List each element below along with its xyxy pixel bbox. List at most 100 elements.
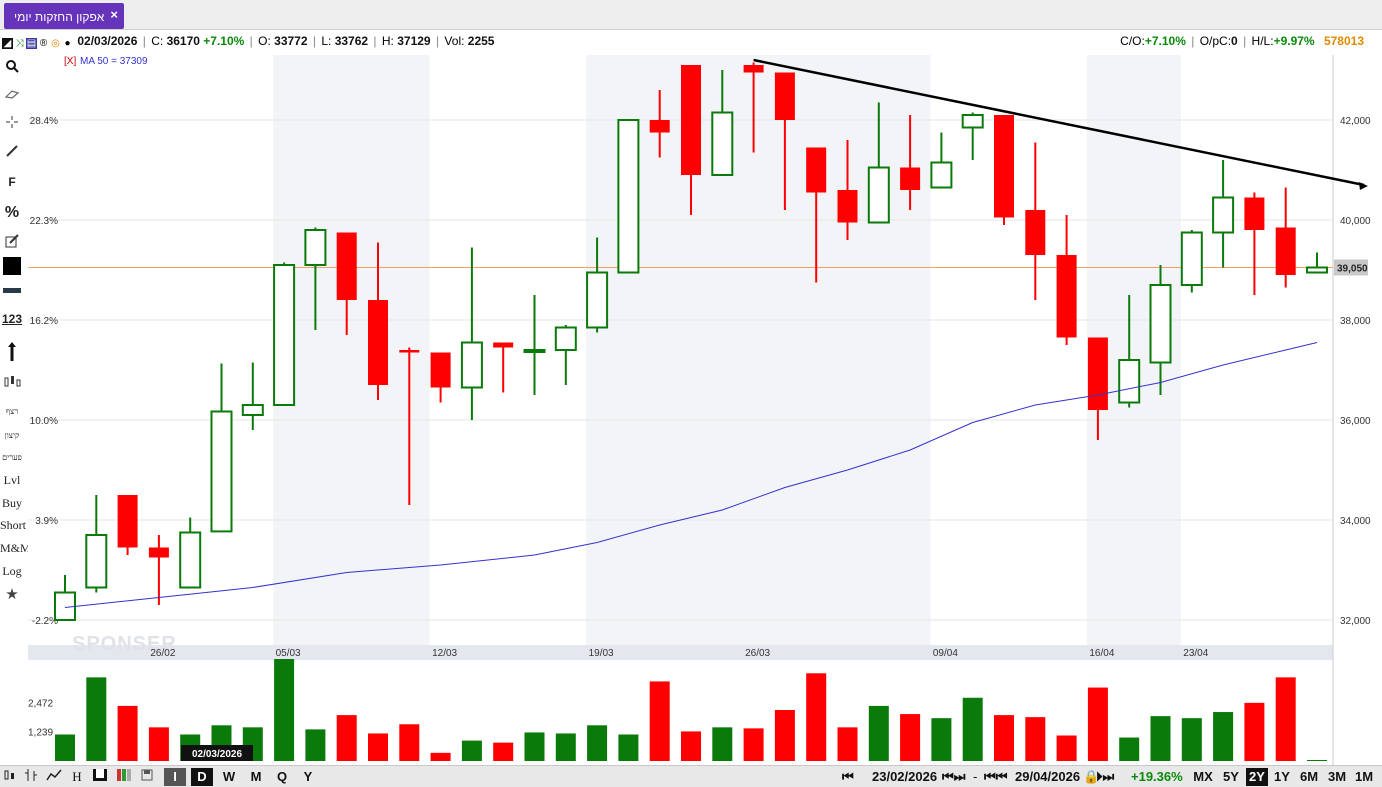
share-icon[interactable]: ⤨: [15, 38, 24, 49]
gaps-tool[interactable]: פערים: [2, 453, 22, 462]
candle-body: [837, 190, 858, 223]
sequence-tool[interactable]: רצף: [5, 407, 19, 416]
registered-icon[interactable]: ®: [39, 38, 48, 49]
candle-down: [1056, 215, 1077, 345]
star-icon[interactable]: ★: [5, 586, 19, 603]
volume-bar: [774, 710, 795, 761]
line-style-icon[interactable]: [44, 768, 64, 786]
candle-up: [617, 119, 640, 274]
period-1y[interactable]: 1Y: [1274, 769, 1290, 784]
close-label: C:: [151, 34, 164, 48]
line-icon[interactable]: [0, 144, 24, 161]
range-end-date[interactable]: 29/04/2026: [1015, 769, 1081, 784]
interval-yearly[interactable]: Y: [303, 769, 313, 784]
volume-bar: [837, 727, 858, 761]
range-end-prev-icon[interactable]: ⏮⏮: [984, 769, 1008, 784]
interval-weekly[interactable]: W: [222, 769, 236, 784]
interval-monthly[interactable]: M: [250, 769, 262, 784]
buy-tool[interactable]: Buy: [1, 496, 22, 510]
volume-bar: [1025, 717, 1046, 761]
extreme-tool[interactable]: קיצון: [4, 431, 20, 440]
volume-bar: [868, 705, 889, 761]
candle-up: [867, 102, 890, 224]
color-bars-icon[interactable]: [114, 768, 134, 786]
candle-body: [586, 271, 609, 329]
comment-icon[interactable]: ●: [64, 38, 71, 49]
period-1m[interactable]: 1M: [1354, 769, 1374, 784]
candle-down: [117, 495, 138, 555]
volume-bar: [712, 727, 733, 761]
area-style-icon[interactable]: [90, 768, 110, 786]
volume-bar: [368, 733, 388, 761]
drawing-toolbar: F % 123 רצף קיצון פערים Lvl Buy Short M&…: [0, 55, 31, 765]
log-scale-tool[interactable]: Log: [2, 564, 22, 578]
short-tool[interactable]: Short: [0, 518, 27, 532]
interval-quarterly[interactable]: Q: [276, 769, 288, 784]
period-6m[interactable]: 6M: [1299, 769, 1319, 784]
period-mx[interactable]: MX: [1193, 769, 1213, 784]
period-5y[interactable]: 5Y: [1223, 769, 1239, 784]
volume-bar: [1056, 735, 1077, 761]
volume-bar: [430, 752, 451, 761]
lock-icon[interactable]: 🔒: [1083, 769, 1100, 784]
tab-security-daily[interactable]: אפקון החזקות יומי ×: [4, 3, 124, 29]
volume-bar: [305, 729, 326, 761]
close-icon[interactable]: ×: [110, 7, 118, 22]
candle-body: [1244, 197, 1265, 230]
candle-body: [1025, 210, 1046, 255]
candle-body: [493, 342, 514, 348]
date-tick-label: 26/03: [745, 648, 770, 659]
date-tick-label: 23/04: [1183, 648, 1208, 659]
range-change: +19.36%: [1131, 769, 1183, 784]
fibonacci-tool[interactable]: F: [8, 175, 16, 189]
save-icon[interactable]: [138, 768, 156, 786]
volume-bar: [86, 677, 107, 761]
ma-legend-close[interactable]: [X]: [64, 56, 76, 67]
level-tool[interactable]: Lvl: [3, 473, 21, 487]
period-3m[interactable]: 3M: [1327, 769, 1347, 784]
candle-style-icon[interactable]: [2, 768, 18, 786]
price-tick-label: 42,000: [1340, 116, 1371, 127]
chart-type-icon[interactable]: ◢: [2, 38, 13, 49]
range-first-icon[interactable]: ⏮: [842, 769, 854, 784]
document-icon[interactable]: ▤: [26, 38, 37, 49]
range-end-next-icon[interactable]: ⏵⏭: [1096, 769, 1115, 784]
hlc-style-icon[interactable]: H: [72, 769, 82, 784]
tab-title: אפקון החזקות יומי: [14, 10, 105, 24]
candle-body: [743, 65, 764, 73]
search-icon[interactable]: [0, 59, 24, 76]
arrow-vertical-icon[interactable]: [0, 342, 24, 365]
percent-tool[interactable]: %: [4, 204, 20, 221]
line-width-tool[interactable]: [0, 288, 24, 293]
crosshair-icon[interactable]: [0, 115, 24, 132]
pencil-icon[interactable]: [0, 234, 24, 251]
candle-down: [430, 352, 451, 403]
cursor-date: 02/03/2026: [192, 749, 242, 760]
candle-body: [1149, 284, 1172, 364]
current-price-tag: 39,050: [1334, 259, 1368, 276]
candle-body: [1180, 231, 1203, 286]
period-2y[interactable]: 2Y: [1246, 768, 1268, 786]
date-axis-band: [28, 645, 1333, 660]
trendline[interactable]: [753, 58, 1368, 190]
range-start-nav-icon[interactable]: ⏮⏭: [942, 769, 966, 784]
date-tick-label: 12/03: [432, 648, 457, 659]
volume-bar: [649, 681, 670, 761]
price-chart[interactable]: 42,000 40,000 38,000 36,000 34,000 32,000 28.…: [0, 55, 1382, 765]
candle-down: [1275, 187, 1296, 288]
interval-daily[interactable]: D: [191, 768, 213, 786]
volume-bar: [1150, 716, 1171, 761]
candle-body: [994, 115, 1014, 218]
eraser-icon[interactable]: [0, 87, 24, 102]
bar-style-icon[interactable]: [22, 768, 40, 786]
open-label: O:: [258, 34, 271, 48]
watermark: SPONSER: [72, 633, 177, 655]
candles-icon[interactable]: [0, 373, 24, 392]
mm-tool[interactable]: M&M: [0, 541, 31, 555]
circle-icon[interactable]: ◎: [51, 38, 60, 49]
interval-intraday[interactable]: I: [164, 768, 186, 786]
number-tool[interactable]: 123: [1, 312, 23, 326]
color-swatch[interactable]: [0, 257, 24, 275]
range-start-date[interactable]: 23/02/2026: [872, 769, 938, 784]
candle-up: [179, 517, 202, 589]
